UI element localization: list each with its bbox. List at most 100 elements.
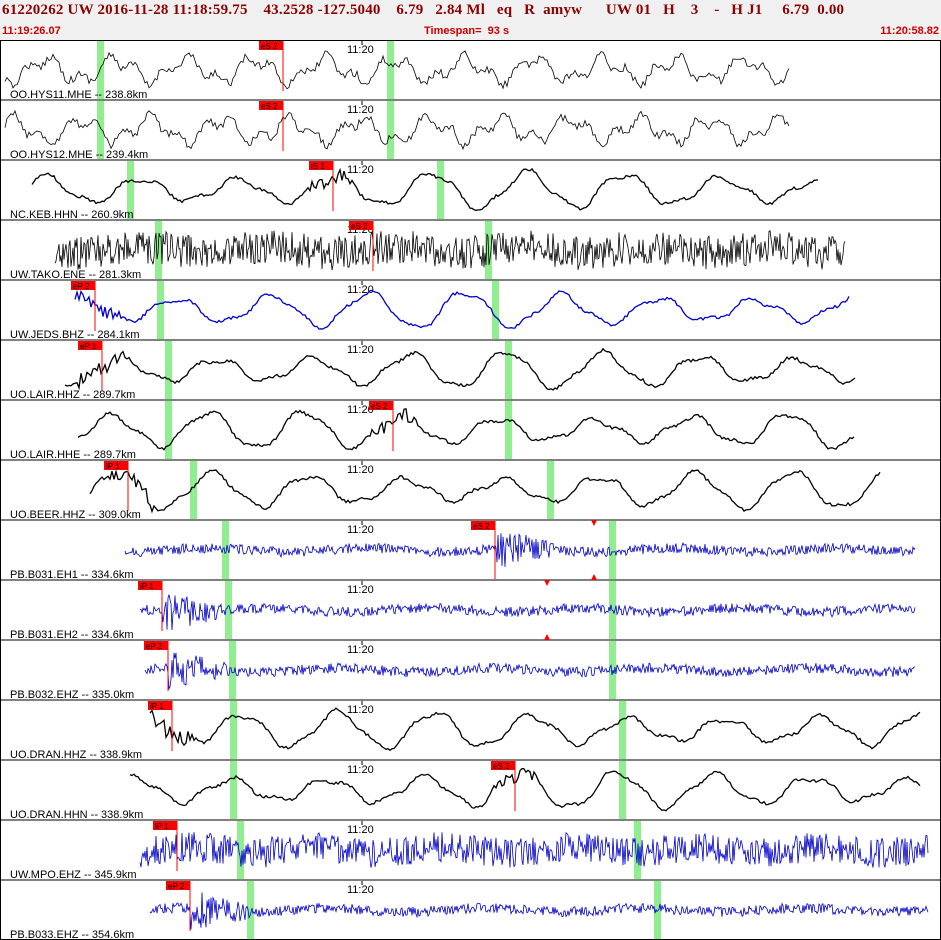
channel-row[interactable]: 11:20 eS 2 OO.HYS12.MHE -- 239.4km	[0, 101, 941, 161]
phase-pick-flag[interactable]	[166, 881, 190, 890]
waveform-trace	[4, 109, 790, 151]
phase-pick-flag[interactable]	[78, 341, 102, 350]
channel-row[interactable]: 11:20 eS 2 UO.DRAN.HHN -- 338.9km	[0, 761, 941, 821]
channel-row[interactable]: 11:20 iP 1 UO.DRAN.HHZ -- 338.9km	[0, 701, 941, 761]
timing-marker	[492, 281, 499, 339]
channel-label: PB.B033.EHZ -- 354.6km	[10, 929, 134, 940]
phase-pick-flag[interactable]	[491, 761, 515, 770]
channel-label: UO.LAIR.HHE -- 289.7km	[10, 449, 136, 461]
channel-label: PB.B031.EH1 -- 334.6km	[10, 569, 134, 581]
phase-pick-flag[interactable]	[104, 461, 128, 470]
channel-label: UO.DRAN.HHN -- 338.9km	[10, 809, 143, 821]
channel-row[interactable]: 11:20 eP 2 UW.JEDS.BHZ -- 284.1km	[0, 281, 941, 341]
phase-pick-label: iP 1	[150, 702, 164, 711]
channel-row[interactable]: 11:20 eP 1 UO.LAIR.HHZ -- 289.7km	[0, 341, 941, 401]
timing-marker	[437, 161, 444, 219]
channel-row[interactable]: 11:20 iS 1 NC.KEB.HHN -- 260.9km	[0, 161, 941, 221]
timing-marker	[505, 401, 512, 459]
timing-marker	[157, 281, 164, 339]
phase-pick-flag[interactable]	[148, 701, 172, 710]
time-tick-label: 11:20	[347, 764, 374, 776]
waveform-trace	[4, 50, 790, 90]
phase-pick-flag[interactable]	[71, 281, 95, 290]
start-time: 11:19:26.07	[2, 25, 61, 37]
channel-row[interactable]: 11:20 eP 2 PB.B032.EHZ -- 335.0km	[0, 641, 941, 701]
timing-marker	[247, 881, 254, 939]
timing-marker	[127, 161, 134, 219]
waveform-trace	[144, 652, 916, 691]
channel-row[interactable]: 11:20 eS 2 PB.B031.EH1 -- 334.6km	[0, 521, 941, 581]
waveform-trace	[31, 167, 819, 212]
phase-pick-flag[interactable]	[144, 641, 168, 650]
phase-pick-label: eS 2	[371, 402, 388, 411]
waveform-trace	[54, 229, 846, 271]
phase-pick-label: eS 2	[261, 42, 278, 51]
timing-marker	[229, 641, 236, 699]
time-tick-label: 11:20	[347, 284, 374, 296]
phase-pick-flag[interactable]	[138, 581, 162, 590]
amplitude-marker	[591, 574, 597, 580]
phase-pick-label: eS 2	[473, 522, 490, 531]
timing-marker	[230, 761, 237, 819]
record-header: 61220262 UW 2016-11-28 11:18:59.75 43.25…	[0, 0, 941, 40]
timing-marker	[97, 101, 104, 159]
time-tick-label: 11:20	[347, 524, 374, 536]
timing-marker	[505, 341, 512, 399]
phase-pick-flag[interactable]	[369, 401, 393, 410]
timespan-label: Timespan= 93 s	[424, 25, 510, 37]
waveform-trace	[89, 469, 881, 514]
timing-marker	[225, 581, 232, 639]
channel-label: UO.DRAN.HHZ -- 338.9km	[10, 749, 142, 761]
time-tick-label: 11:20	[347, 164, 374, 176]
phase-pick-label: eS 2	[261, 102, 278, 111]
event-title: 61220262 UW 2016-11-28 11:18:59.75 43.25…	[2, 2, 845, 18]
phase-pick-flag[interactable]	[349, 221, 373, 230]
phase-pick-label: eS 2	[351, 222, 368, 231]
waveform-trace	[149, 707, 921, 752]
amplitude-marker	[544, 634, 550, 640]
waveform-trace	[77, 407, 855, 451]
timing-marker	[165, 401, 172, 459]
timing-marker	[387, 41, 394, 99]
channel-label: PB.B032.EHZ -- 335.0km	[10, 689, 134, 701]
phase-pick-flag[interactable]	[309, 161, 333, 170]
channel-row[interactable]: 11:20 iP 1 UW.MPO.EHZ -- 345.9km	[0, 821, 941, 881]
time-tick-label: 11:20	[347, 584, 374, 596]
phase-pick-flag[interactable]	[259, 101, 283, 110]
phase-pick-label: iP 1	[155, 822, 169, 831]
waveform-trace	[74, 289, 850, 330]
time-tick-label: 11:20	[347, 44, 374, 56]
timing-marker	[230, 701, 237, 759]
time-tick-label: 11:20	[347, 404, 374, 416]
timing-marker	[190, 461, 197, 519]
phase-pick-flag[interactable]	[259, 41, 283, 50]
phase-pick-label: iP 1	[106, 462, 120, 471]
channel-label: NC.KEB.HHN -- 260.9km	[10, 209, 133, 221]
timing-marker	[609, 641, 616, 699]
phase-pick-flag[interactable]	[471, 521, 495, 530]
time-tick-label: 11:20	[347, 644, 374, 656]
channel-row[interactable]: 11:20 iP 1 PB.B031.EH2 -- 334.6km	[0, 581, 941, 641]
timing-marker	[619, 701, 626, 759]
time-tick-label: 11:20	[347, 824, 374, 836]
phase-pick-label: eS 2	[493, 762, 510, 771]
phase-pick-flag[interactable]	[153, 821, 177, 830]
timing-marker	[547, 461, 554, 519]
timing-marker	[237, 821, 244, 879]
channel-row[interactable]: 11:20 eS 2 OO.HYS11.MHE -- 238.8km	[0, 41, 941, 101]
phase-pick-label: eP 2	[168, 882, 185, 891]
phase-pick-label: eP 2	[73, 282, 90, 291]
channel-row[interactable]: 11:20 iP 1 UO.BEER.HHZ -- 309.0km	[0, 461, 941, 521]
channel-label: UO.BEER.HHZ -- 309.0km	[10, 509, 141, 521]
timing-marker	[654, 881, 661, 939]
channel-row[interactable]: 11:20 eP 2 PB.B033.EHZ -- 354.6km	[0, 881, 941, 940]
time-tick-label: 11:20	[347, 704, 374, 716]
phase-pick-label: eP 1	[80, 342, 97, 351]
channel-label: UW.TAKO.ENE -- 281.3km	[10, 269, 141, 281]
channel-label: UW.JEDS.BHZ -- 284.1km	[10, 329, 140, 341]
timing-marker	[222, 521, 229, 579]
phase-pick-label: iS 1	[311, 162, 325, 171]
